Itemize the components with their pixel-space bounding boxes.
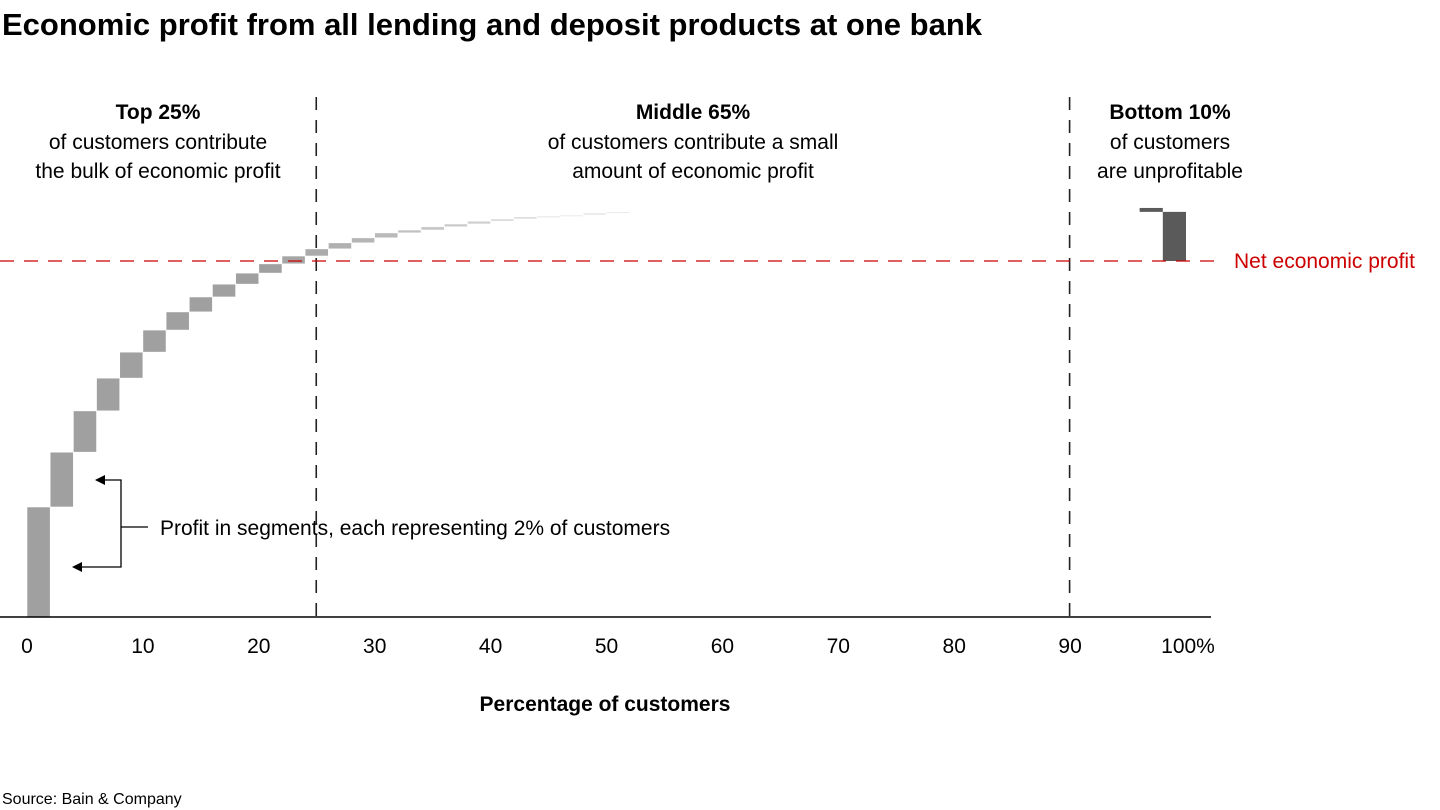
segment-bar (49, 451, 74, 508)
segment-bar (467, 220, 491, 225)
segment-bar (235, 272, 260, 285)
segment-bar (374, 232, 399, 239)
x-tick-label: 30 (363, 635, 386, 658)
segment-bar (606, 211, 630, 214)
segment-bar (536, 215, 561, 218)
segment-bar (490, 218, 515, 222)
annotation-text: Profit in segments, each representing 2%… (160, 517, 670, 540)
segment-bar (165, 311, 190, 331)
segment-bar (281, 255, 306, 265)
annotation-bracket (72, 475, 148, 572)
segment-bar (258, 263, 283, 274)
x-tick-label: 70 (827, 635, 850, 658)
group-description: the bulk of economic profit (35, 160, 280, 183)
arrow-head-icon (72, 562, 82, 572)
segment-bar (188, 296, 213, 313)
group-description: amount of economic profit (572, 160, 814, 183)
unprofitable-segment-bar (1162, 211, 1186, 261)
segment-bar (559, 214, 584, 217)
segment-bar (583, 212, 607, 216)
group-heading: Middle 65% (636, 101, 751, 124)
arrow-head-icon (95, 475, 105, 485)
segment-bar (328, 242, 352, 250)
segment-bar (119, 351, 144, 379)
segment-bar (420, 226, 445, 231)
x-tick-label: 20 (247, 635, 270, 658)
segment-bar (443, 223, 468, 228)
x-tick-label: 80 (943, 635, 966, 658)
segment-bar (73, 410, 97, 453)
segment-bar (304, 248, 329, 257)
unprofitable-segment-bar (1139, 207, 1163, 212)
x-tick-label: 60 (711, 635, 734, 658)
segment-bar (397, 229, 422, 234)
segment-bar (513, 216, 538, 220)
group-description: of customers (1110, 131, 1230, 154)
x-tick-label: 50 (595, 635, 618, 658)
group-heading: Bottom 10% (1109, 101, 1231, 124)
x-tick-label: 10 (131, 635, 154, 658)
x-tick-label: 0 (21, 635, 33, 658)
x-tick-label: 100% (1161, 635, 1215, 658)
segment-bar (26, 506, 51, 618)
x-tick-label: 40 (479, 635, 502, 658)
group-description: of customers contribute a small (548, 131, 839, 154)
net-profit-label: Net economic profit (1234, 250, 1415, 273)
group-heading: Top 25% (116, 101, 201, 124)
segment-bar (351, 237, 375, 244)
source-note: Source: Bain & Company (2, 791, 182, 808)
segment-bar (212, 283, 236, 298)
group-description: of customers contribute (49, 131, 267, 154)
group-description: are unprofitable (1097, 160, 1243, 183)
chart-title: Economic profit from all lending and dep… (2, 7, 983, 42)
segment-bar (96, 377, 121, 412)
x-axis-label: Percentage of customers (480, 693, 731, 716)
x-tick-label: 90 (1058, 635, 1081, 658)
segment-bar (142, 329, 167, 353)
